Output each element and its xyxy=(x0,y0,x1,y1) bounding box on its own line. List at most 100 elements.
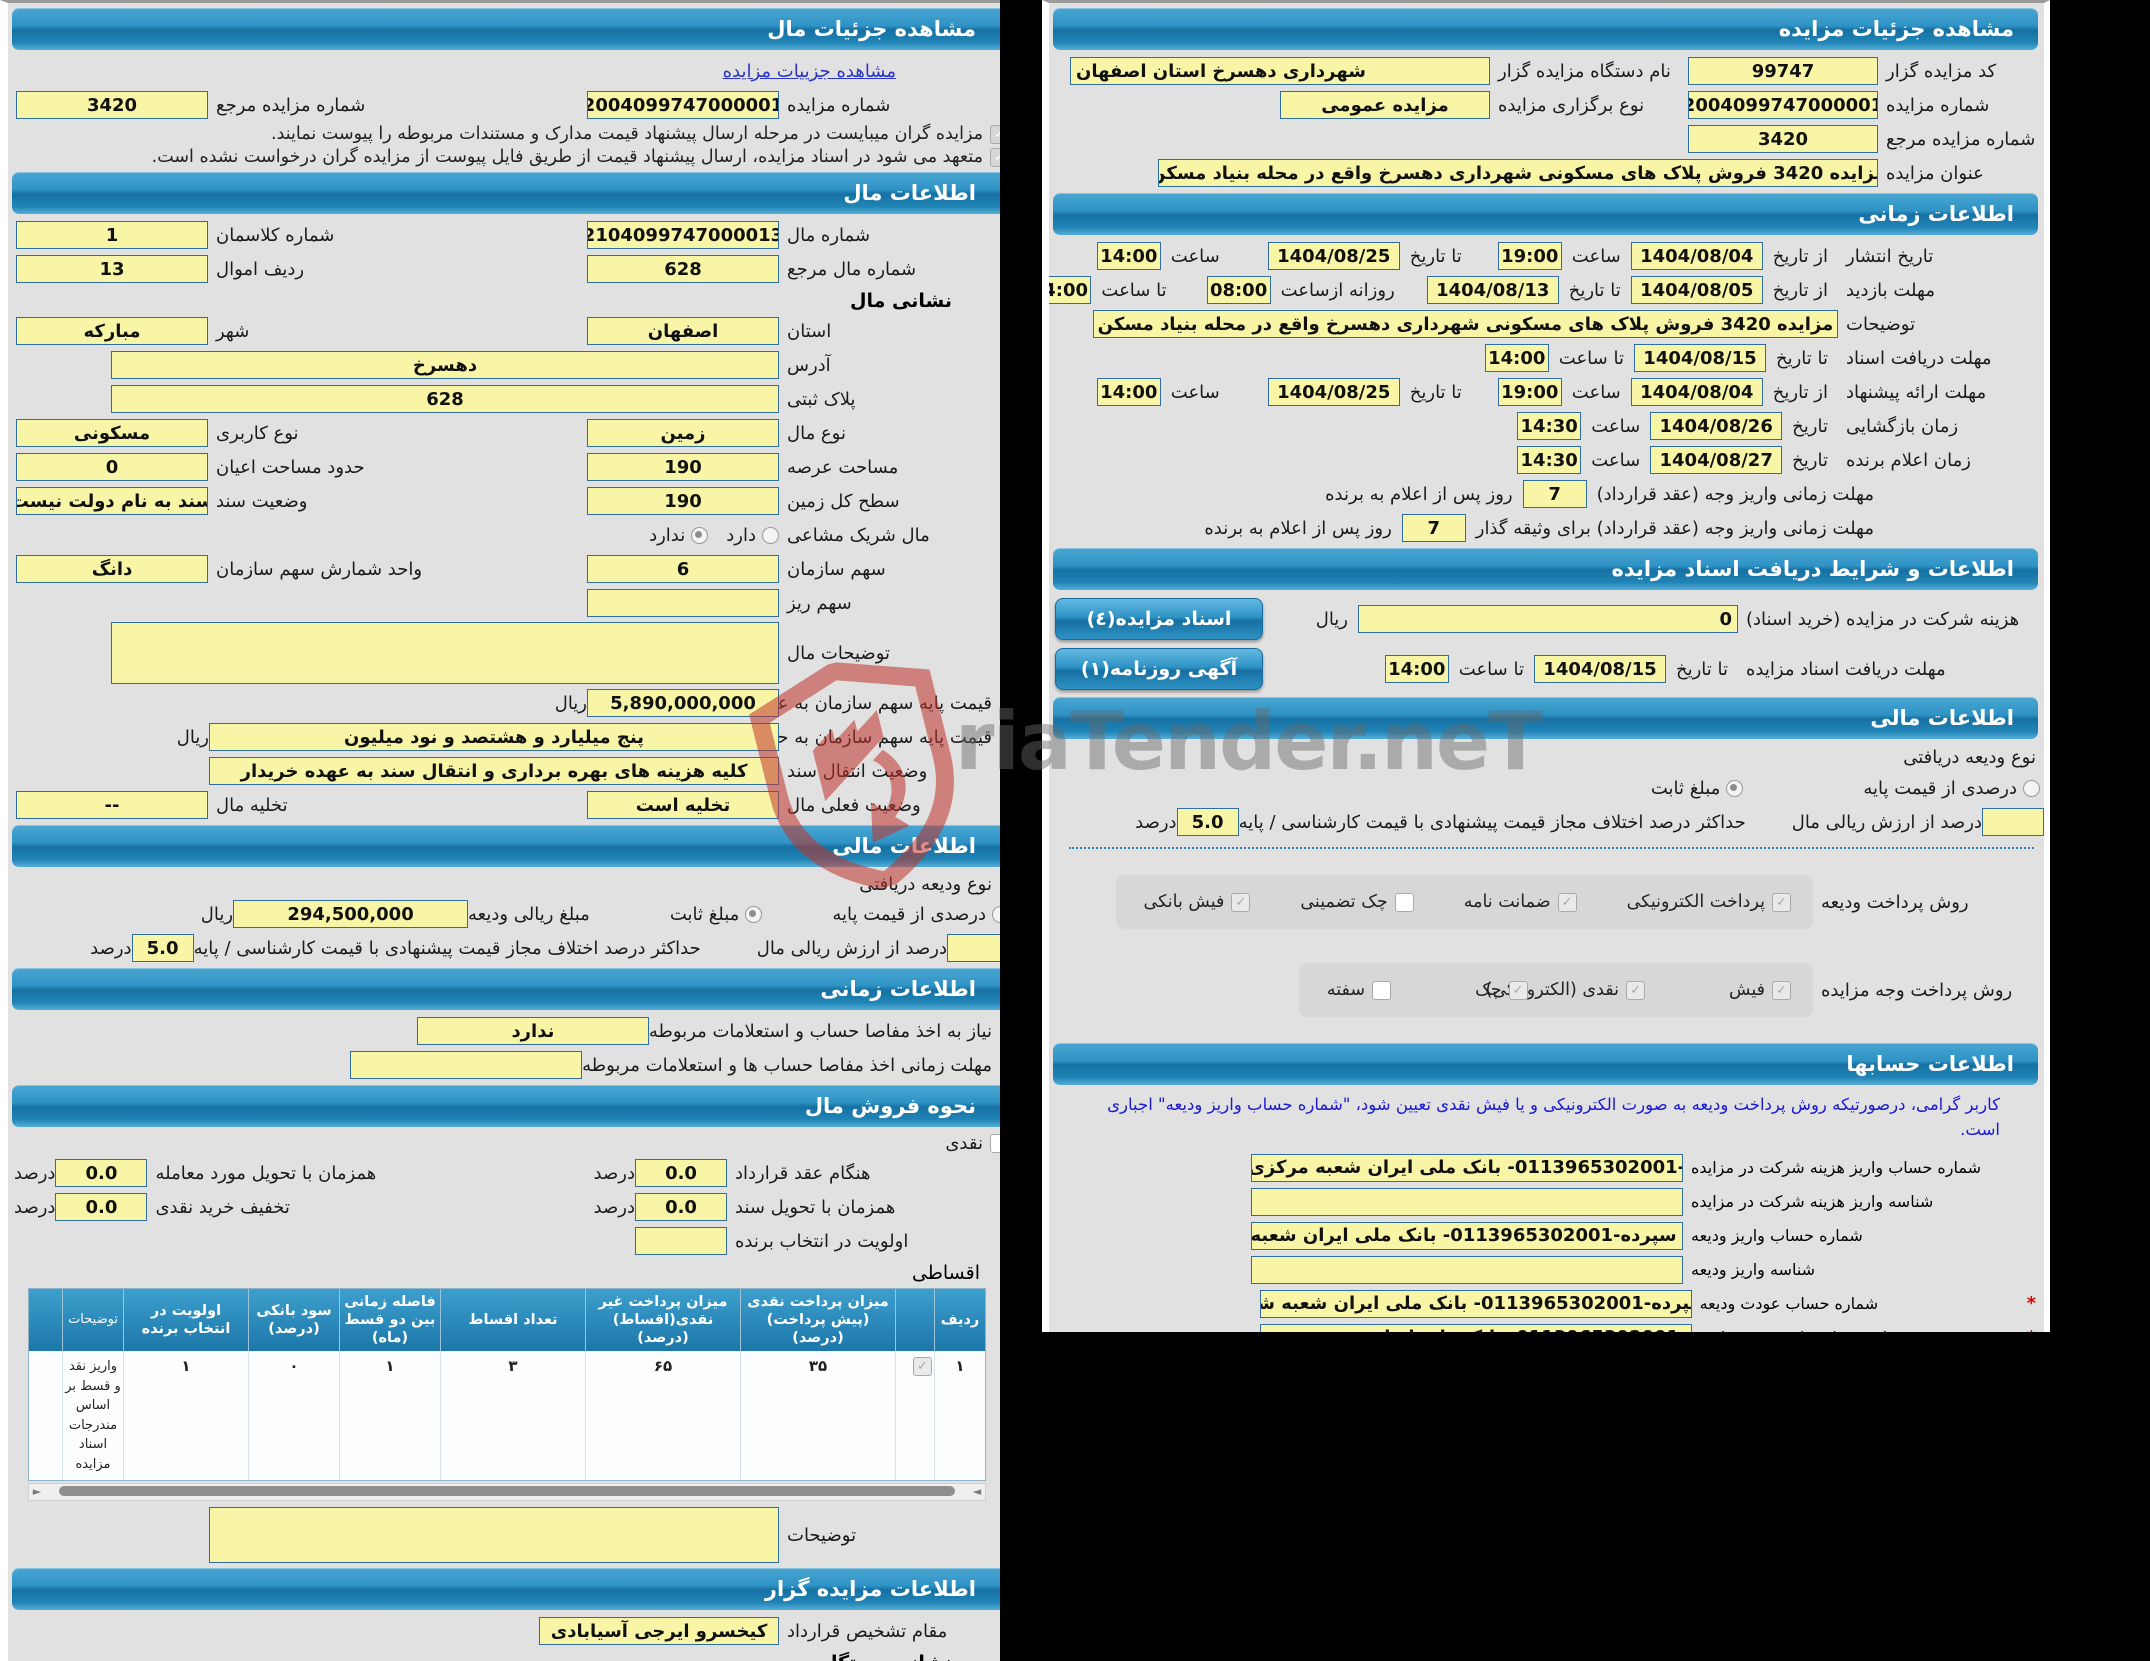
visit-daily-from-time[interactable]: 08:00 xyxy=(1206,276,1271,304)
guarantor-payment-deadline-days[interactable]: 7 xyxy=(1401,514,1466,542)
share-unit-field[interactable]: دانگ xyxy=(16,555,208,583)
fixed-amount-radio[interactable] xyxy=(1726,779,1744,797)
opening-date[interactable]: 1404/08/26 xyxy=(1650,412,1783,440)
deed-status-field[interactable]: سند به نام دولت نیست xyxy=(16,487,208,515)
cash-sale-checkbox[interactable] xyxy=(990,1134,1000,1153)
offer-to-time[interactable]: 14:00 xyxy=(1096,378,1161,406)
doc-receive-to-date[interactable]: 1404/08/15 xyxy=(1633,344,1766,372)
attachment-required-checkbox[interactable]: ✓ xyxy=(990,124,1000,144)
doc-receive-to-time[interactable]: 14:00 xyxy=(1484,344,1549,372)
percent-of-base-radio[interactable] xyxy=(2023,779,2040,797)
percent-of-base-radio[interactable] xyxy=(992,905,1000,923)
auction-documents-button[interactable]: اسناد مزایده(٤) xyxy=(1055,598,1263,640)
guarantee-letter-checkbox[interactable]: ✓ xyxy=(1557,892,1577,912)
clearance-deadline-field[interactable] xyxy=(350,1051,583,1079)
auction-title-field[interactable]: مزایده 3420 فروش پلاک های مسکونی شهرداری… xyxy=(1158,159,1878,187)
offer-to-date[interactable]: 1404/08/25 xyxy=(1267,378,1400,406)
vacate-field[interactable]: -- xyxy=(16,791,208,819)
visit-from-date[interactable]: 1404/08/05 xyxy=(1630,276,1763,304)
entry-fee-account-field[interactable]: درآمدی-0113965302001- بانک ملی ایران شعب… xyxy=(1251,1153,1683,1182)
property-number-field[interactable]: 2104099747000013 xyxy=(587,221,779,249)
offer-from-time[interactable]: 19:00 xyxy=(1497,378,1562,406)
participation-cost-field[interactable]: 0 xyxy=(1358,605,1738,633)
no-file-required-checkbox[interactable]: ✓ xyxy=(990,147,1000,167)
entry-fee-id-field[interactable] xyxy=(1251,1187,1683,1216)
total-land-field[interactable]: 190 xyxy=(587,487,779,515)
fixed-amount-radio[interactable] xyxy=(745,905,763,923)
deposit-id-field[interactable] xyxy=(1251,1255,1683,1284)
classman-field[interactable]: 1 xyxy=(16,221,208,249)
plate-field[interactable]: 628 xyxy=(111,385,779,413)
percent-of-value-field[interactable] xyxy=(947,934,1000,962)
publish-from-date[interactable]: 1404/08/04 xyxy=(1630,242,1763,270)
publish-to-date[interactable]: 1404/08/25 xyxy=(1267,242,1400,270)
auction-number-field[interactable]: 2004099747000001 xyxy=(587,91,779,119)
at-contract-field[interactable]: 0.0 xyxy=(635,1159,727,1187)
deed-transfer-field[interactable]: کلیه هزینه های بهره برداری و انتقال سند … xyxy=(209,757,779,785)
auction-ref-field[interactable]: 3420 xyxy=(1688,125,1878,153)
province-field[interactable]: اصفهان xyxy=(587,317,779,345)
auctioneer-code-field[interactable]: 99747 xyxy=(1688,57,1878,85)
at-deed-field[interactable]: 0.0 xyxy=(635,1193,727,1221)
current-status-field[interactable]: تخلیه است xyxy=(587,791,779,819)
org-name-field[interactable]: شهرداری دهسرخ استان اصفهان xyxy=(1070,57,1490,85)
check-checkbox[interactable]: ✓ xyxy=(1508,980,1528,1000)
winner-announce-date[interactable]: 1404/08/27 xyxy=(1650,446,1783,474)
certified-check-checkbox[interactable] xyxy=(1394,892,1414,912)
visit-to-date[interactable]: 1404/08/13 xyxy=(1426,276,1559,304)
property-ref-field[interactable]: 628 xyxy=(587,255,779,283)
deposit-return-account-field[interactable]: رد وجوه سپرده-0113965302001- بانک ملی ای… xyxy=(1259,1289,1692,1318)
table-horizontal-scrollbar[interactable]: ◄ ► xyxy=(28,1483,986,1502)
percent-of-value-field[interactable] xyxy=(1982,808,2044,836)
winner-priority-field[interactable] xyxy=(635,1227,727,1255)
slip-checkbox[interactable]: ✓ xyxy=(1772,980,1791,1000)
asset-row-field[interactable]: 13 xyxy=(16,255,208,283)
deposit-account-field[interactable]: دریافت وجوه سپرده-0113965302001- بانک مل… xyxy=(1251,1221,1683,1250)
auction-type-field[interactable]: مزایده عمومی xyxy=(1280,91,1490,119)
cash-discount-field[interactable]: 0.0 xyxy=(55,1193,148,1221)
visit-daily-to-time[interactable]: 14:00 xyxy=(1049,276,1092,304)
sub-share-field[interactable] xyxy=(587,589,779,617)
payment-deadline-days[interactable]: 7 xyxy=(1522,480,1587,508)
address-field[interactable]: دهسرخ xyxy=(111,351,779,379)
property-notes-field[interactable] xyxy=(111,622,779,684)
row-select-checkbox[interactable]: ✓ xyxy=(913,1357,932,1377)
doc-deadline-date[interactable]: 1404/08/15 xyxy=(1533,655,1666,683)
clearance-needed-field[interactable]: ندارد xyxy=(416,1017,649,1045)
shared-owner-yes-radio[interactable] xyxy=(762,526,779,544)
offer-from-date[interactable]: 1404/08/04 xyxy=(1630,378,1763,406)
auction-payment-account-field[interactable]: درآمدی-0113965302001- بانک ملی ایران شعب… xyxy=(1259,1323,1692,1332)
cash-electronic-checkbox[interactable]: ✓ xyxy=(1626,980,1646,1000)
land-area-field[interactable]: 190 xyxy=(587,453,779,481)
auction-number-field[interactable]: 2004099747000001 xyxy=(1688,91,1878,119)
property-type-field[interactable]: زمین xyxy=(587,419,779,447)
view-auction-details-link[interactable]: مشاهده جزییات مزایده xyxy=(722,60,896,82)
max-diff-field[interactable]: 5.0 xyxy=(1176,808,1239,836)
installment-table-row[interactable]: ۱ ✓ ۳۵ ۶۵ ۳ ۱ ۰ ۱ واریز نقد و قسط بر اسا… xyxy=(29,1351,985,1481)
deposit-amount-field[interactable]: 294,500,000 xyxy=(233,900,469,928)
max-diff-field[interactable]: 5.0 xyxy=(131,934,194,962)
section-header-accounts-info: اطلاعات حسابها xyxy=(1053,1043,2038,1085)
newspaper-ad-button[interactable]: آگهی روزنامه(۱) xyxy=(1055,648,1263,690)
winner-announce-time[interactable]: 14:30 xyxy=(1517,446,1582,474)
electronic-payment-checkbox[interactable]: ✓ xyxy=(1772,892,1791,912)
usage-field[interactable]: مسکونی xyxy=(16,419,208,447)
doc-deadline-time[interactable]: 14:00 xyxy=(1384,655,1449,683)
org-share-field[interactable]: 6 xyxy=(587,555,779,583)
bank-slip-checkbox[interactable]: ✓ xyxy=(1231,892,1251,912)
scrollbar-thumb[interactable] xyxy=(59,1486,955,1497)
promissory-note-checkbox[interactable] xyxy=(1372,980,1392,1000)
city-field[interactable]: مبارکه xyxy=(16,317,208,345)
sale-notes-field[interactable] xyxy=(209,1507,779,1564)
at-delivery-field[interactable]: 0.0 xyxy=(55,1159,148,1187)
timing-notes-field[interactable]: مزایده 3420 فروش پلاک های مسکونی شهرداری… xyxy=(1093,310,1838,338)
publish-to-time[interactable]: 14:00 xyxy=(1096,242,1161,270)
building-area-field[interactable]: 0 xyxy=(16,453,208,481)
auction-ref-field[interactable]: 3420 xyxy=(16,91,208,119)
publish-from-time[interactable]: 19:00 xyxy=(1497,242,1562,270)
shared-owner-no-radio[interactable] xyxy=(691,526,709,544)
base-price-number-field[interactable]: 5,890,000,000 xyxy=(587,689,779,717)
base-price-words-field[interactable]: پنج میلیارد و هشتصد و نود میلیون xyxy=(209,723,779,751)
opening-time[interactable]: 14:30 xyxy=(1517,412,1582,440)
contract-authority-field[interactable]: کیخسرو ایرجی آسیابادی xyxy=(539,1617,779,1646)
